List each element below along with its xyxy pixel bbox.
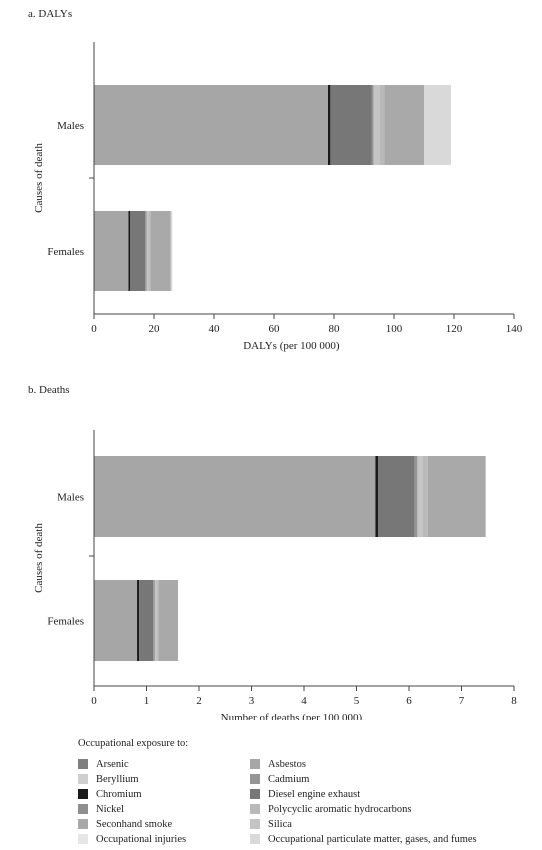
legend-label-occupational-particulate-matter-gases-and-fumes: Occupational particulate matter, gases, … — [268, 833, 477, 845]
chart1-x-tick-label-1: 1 — [144, 695, 150, 707]
legend-swatch-cadmium — [250, 774, 260, 784]
chart0-bar-females-occupational-particulate-matter-gases-and-fumes — [170, 211, 173, 291]
chart0-bar-females-asbestos — [94, 211, 129, 291]
chart1-category-label-females: Females — [47, 616, 84, 628]
legend-label-nickel: Nickel — [96, 803, 124, 815]
chart1-bar-females-polycyclic-aromatic-hydrocarbons — [157, 580, 159, 661]
legend-item-seconhand-smoke: Seconhand smoke — [78, 817, 250, 831]
chart1-category-label-males: Males — [57, 492, 84, 504]
chart1-bar-females-cadmium — [153, 580, 155, 661]
legend-label-occupational-injuries: Occupational injuries — [96, 833, 187, 845]
chart0-bar-females-silica — [146, 211, 150, 291]
chart0-bar-males-occupational-particulate-matter-gases-and-fumes — [424, 85, 451, 165]
chart1-bar-females-seconhand-smoke — [158, 580, 178, 661]
chart1-bar-females-diesel-engine-exhaust — [139, 580, 154, 661]
chart0-bar-males-polycyclic-aromatic-hydrocarbons — [379, 85, 385, 165]
chart1-x-tick-label-5: 5 — [354, 695, 360, 707]
chart1-bar-males-polycyclic-aromatic-hydrocarbons — [422, 456, 428, 537]
legend-swatch-beryllium — [78, 774, 88, 784]
legend-item-diesel-engine-exhaust: Diesel engine exhaust — [250, 787, 520, 801]
legend-swatch-occupational-injuries — [78, 834, 88, 844]
chart1-bar-females-silica — [154, 580, 158, 661]
chart0-x-tick-label-140: 140 — [506, 323, 523, 335]
legend-label-polycyclic-aromatic-hydrocarbons: Polycyclic aromatic hydrocarbons — [268, 803, 412, 815]
legend-swatch-diesel-engine-exhaust — [250, 789, 260, 799]
chart0-bar-males-diesel-engine-exhaust — [330, 85, 372, 165]
chart0-x-tick-label-100: 100 — [386, 323, 403, 335]
chart1-bar-males-silica — [417, 456, 423, 537]
chart1-bar-females-chromium — [137, 580, 140, 661]
legend-item-nickel: Nickel — [78, 802, 250, 816]
legend-label-asbestos: Asbestos — [268, 758, 306, 770]
legend-swatch-silica — [250, 819, 260, 829]
legend-label-arsenic: Arsenic — [96, 758, 129, 770]
chart1-x-tick-label-7: 7 — [459, 695, 465, 707]
chart0-x-tick-label-40: 40 — [209, 323, 221, 335]
chart0-bar-females-chromium — [128, 211, 131, 291]
legend-swatch-polycyclic-aromatic-hydrocarbons — [250, 804, 260, 814]
legend-swatch-arsenic — [78, 759, 88, 769]
chart1-x-tick-label-3: 3 — [249, 695, 255, 707]
chart0-x-tick-label-120: 120 — [446, 323, 463, 335]
chart1-bar-males-cadmium — [414, 456, 418, 537]
legend-label-seconhand-smoke: Seconhand smoke — [96, 818, 173, 830]
chart0-bar-males-chromium — [328, 85, 331, 165]
chart1-y-axis-label: Causes of death — [33, 523, 45, 593]
chart0-y-axis-label: Causes of death — [33, 143, 45, 213]
chart0-x-tick-label-20: 20 — [149, 323, 161, 335]
chart0-bar-females-cadmium — [145, 211, 147, 291]
chart1-bar-males-diesel-engine-exhaust — [378, 456, 415, 537]
chart0-x-axis-label: DALYs (per 100 000) — [243, 340, 340, 352]
panel-a-title: a. DALYs — [28, 8, 73, 20]
legend-swatch-occupational-particulate-matter-gases-and-fumes — [250, 834, 260, 844]
chart1-bar-males-chromium — [375, 456, 379, 537]
chart1-x-tick-label-0: 0 — [91, 695, 97, 707]
chart0-bar-males-asbestos — [94, 85, 328, 165]
legend-heading: Occupational exposure to: — [78, 738, 189, 749]
legend-item-arsenic: Arsenic — [78, 757, 250, 771]
legend-item-beryllium: Beryllium — [78, 772, 250, 786]
chart0-x-tick-label-80: 80 — [329, 323, 341, 335]
legend-item-cadmium: Cadmium — [250, 772, 520, 786]
chart1-bar-males-asbestos — [94, 456, 376, 537]
chart1-x-tick-label-8: 8 — [511, 695, 517, 707]
legend-swatch-asbestos — [250, 759, 260, 769]
legend-swatch-seconhand-smoke — [78, 819, 88, 829]
chart0-x-tick-label-0: 0 — [91, 323, 97, 335]
chart0-x-tick-label-60: 60 — [269, 323, 281, 335]
legend-label-beryllium: Beryllium — [96, 773, 139, 785]
legend-label-cadmium: Cadmium — [268, 773, 310, 785]
chart-dalys: Males Females 0 20 40 60 80 100 120 140 DALYs (per… — [33, 42, 523, 352]
panel-b-title: b. Deaths — [28, 384, 70, 396]
legend-item-occupational-particulate-matter-gases-and-fumes: Occupational particulate matter, gases, … — [250, 832, 520, 846]
chart1-bar-males-seconhand-smoke — [427, 456, 486, 537]
legend-item-asbestos: Asbestos — [250, 757, 520, 771]
legend-swatch-chromium — [78, 789, 88, 799]
chart-deaths: Males Females 0 1 2 3 4 5 6 7 8 Number of deaths (p… — [33, 430, 517, 720]
chart0-bar-females-diesel-engine-exhaust — [130, 211, 146, 291]
chart0-bar-males-cadmium — [371, 85, 374, 165]
chart0-bar-females-seconhand-smoke — [151, 211, 171, 291]
chart1-x-tick-label-4: 4 — [301, 695, 307, 707]
chart0-category-label-males: Males — [57, 120, 84, 132]
chart0-bar-females-polycyclic-aromatic-hydrocarbons — [149, 211, 151, 291]
legend-item-chromium: Chromium — [78, 787, 250, 801]
chart1-x-tick-label-2: 2 — [196, 695, 202, 707]
chart0-bar-males-silica — [373, 85, 380, 165]
legend-label-diesel-engine-exhaust: Diesel engine exhaust — [268, 788, 361, 800]
legend: Occupational exposure to: Arsenic Asbesto… — [78, 738, 538, 846]
legend-label-silica: Silica — [268, 818, 292, 830]
chart1-bar-females-asbestos — [94, 580, 138, 661]
chart1-x-axis-label: Number of deaths (per 100 000) — [221, 712, 363, 720]
legend-item-silica: Silica — [250, 817, 520, 831]
chart1-x-tick-label-6: 6 — [406, 695, 412, 707]
chart0-bar-males-seconhand-smoke — [384, 85, 424, 165]
legend-label-chromium: Chromium — [96, 788, 142, 800]
legend-swatch-nickel — [78, 804, 88, 814]
chart0-category-label-females: Females — [47, 246, 84, 258]
legend-item-polycyclic-aromatic-hydrocarbons: Polycyclic aromatic hydrocarbons — [250, 802, 520, 816]
legend-item-occupational-injuries: Occupational injuries — [78, 832, 250, 846]
legend-grid: Arsenic Asbestos Beryllium Cadmium Chromium D… — [78, 757, 538, 846]
